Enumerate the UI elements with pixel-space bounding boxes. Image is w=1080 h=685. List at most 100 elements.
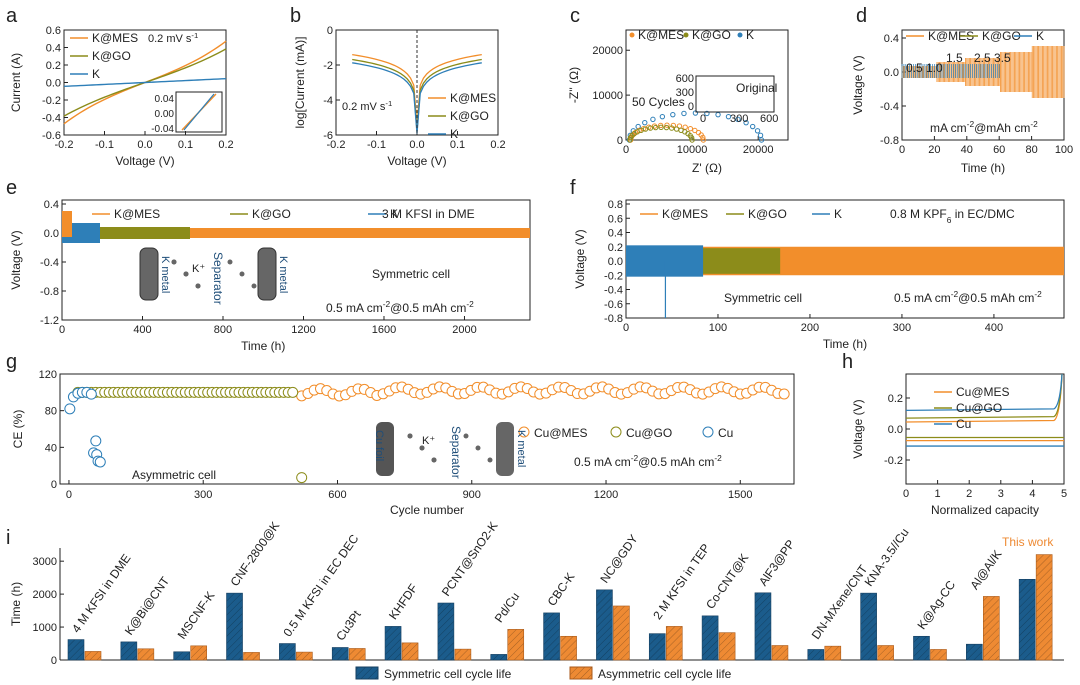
panel-e-y-tick: -0.8 — [40, 286, 59, 298]
panel-e-mes-spike — [62, 211, 72, 237]
panel-c-point — [658, 124, 664, 131]
panel-g-point — [778, 388, 790, 400]
panel-g-point — [90, 435, 102, 447]
panel-c-inset-x: 300 — [730, 113, 748, 125]
panel-f-y-tick: -0.2 — [604, 270, 623, 282]
panel-f-legend: K@MES — [662, 207, 708, 221]
panel-a-inset-label: 0.04 — [155, 94, 175, 105]
panel-f-x-tick: 0 — [623, 322, 629, 334]
panel-g-x-tick: 1500 — [728, 489, 752, 501]
panel-c-point — [664, 122, 670, 128]
panel-letter: c — [570, 5, 580, 27]
label-part: -2 — [714, 453, 722, 463]
panel-d-units: mA cm-2@mAh cm-2 — [930, 119, 1038, 135]
panel-c-point — [758, 137, 765, 143]
panel-d-x-tick: 80 — [1025, 144, 1037, 156]
panel-h-x-tick: 4 — [1029, 488, 1035, 500]
legend-marker — [610, 426, 622, 438]
panel-i-bar-asymmetric — [454, 648, 472, 661]
panel-b-scanrate: 0.2 mV s-1 — [342, 99, 392, 114]
panel-c-point — [663, 124, 670, 131]
label-part: -2 — [466, 299, 474, 309]
panel-i-bar-asymmetric — [401, 642, 419, 661]
panel-d-legend: K@GO — [982, 29, 1021, 43]
panel-d-mes-band — [965, 58, 1001, 86]
panel-i-category-label: NC@GDY — [597, 532, 640, 586]
panel-e-xlabel: Time (h) — [241, 339, 285, 353]
panel-c-inset-y: 300 — [676, 87, 694, 99]
panel-i-bar-asymmetric — [930, 649, 947, 661]
panel-letter: e — [6, 177, 17, 199]
panel-a-legend: K@GO — [92, 49, 131, 63]
panel-h-x-tick: 0 — [903, 488, 909, 500]
panel-f-y-tick: 0.8 — [608, 199, 623, 211]
label-part: 0.8 M KPF — [890, 207, 947, 221]
panel-c-point — [700, 134, 706, 141]
panel-g-y-tick: 40 — [45, 442, 57, 454]
label-part: 6 — [947, 215, 952, 225]
panel-i-bar-symmetric — [543, 612, 560, 661]
panel-a-inset-k — [183, 93, 215, 131]
panel-c-ylabel: -Z'' (Ω) — [567, 67, 581, 103]
panel-a-y-tick: 0.2 — [46, 60, 61, 72]
panel-e-electrolyte: 3 M KFSI in DME — [382, 207, 475, 221]
panel-e-frame — [61, 199, 531, 321]
panel-c-point — [725, 113, 732, 120]
panel-i-legend: Asymmetric cell cycle life — [598, 667, 732, 681]
panel-i-bar-asymmetric — [507, 629, 525, 661]
label-part: @0.5 mAh cm — [958, 291, 1034, 305]
panel-f-x-tick: 100 — [709, 322, 727, 334]
panel-c-xlabel: Z' (Ω) — [692, 161, 722, 175]
panel-d-x-tick: 60 — [993, 144, 1005, 156]
label-part: 0.5 mA cm — [574, 455, 631, 469]
panel-c-cycles: 50 Cycles — [632, 95, 685, 109]
panel-c-point — [700, 137, 707, 143]
panel-c-y-tick: 0 — [617, 135, 623, 147]
label-part: 0.2 mV s — [342, 101, 386, 113]
panel-f-legend: K — [834, 207, 842, 221]
panel-c-x-tick: 20000 — [743, 144, 774, 156]
panel-f-xlabel: Time (h) — [823, 337, 867, 351]
panel-e-ylabel: Voltage (V) — [9, 230, 23, 289]
panel-e-ion-dot — [183, 271, 189, 277]
panel-h-xlabel: Normalized capacity — [931, 503, 1039, 517]
panel-g-ion-dot — [475, 445, 481, 451]
panel-c-point — [754, 128, 761, 134]
panel-g-point — [287, 386, 299, 398]
legend-swatch — [355, 666, 379, 680]
panel-e-y-tick: 0.0 — [44, 228, 59, 240]
panel-a-y-tick: 0.0 — [46, 78, 61, 90]
panel-a-y-tick: -0.4 — [42, 113, 61, 125]
panel-i-bar-asymmetric — [718, 632, 736, 661]
panel-g-y-tick: 80 — [45, 406, 57, 418]
panel-d-y-tick: -0.8 — [880, 135, 899, 147]
panel-e-ion-dot — [171, 259, 177, 265]
label-part: -2 — [631, 453, 639, 463]
label-part: -2 — [967, 119, 975, 129]
label-part: mA cm — [930, 121, 967, 135]
panel-i-y-tick: 0 — [51, 655, 57, 667]
panel-c-frame — [625, 29, 789, 141]
panel-d-ylabel: Voltage (V) — [851, 55, 865, 114]
panel-c-point — [704, 110, 710, 117]
panel-c-legend: K — [746, 28, 754, 42]
panel-a-y-tick: 0.6 — [46, 25, 61, 37]
panel-f-y-tick: -0.6 — [604, 299, 623, 311]
panel-i-bar-symmetric — [67, 639, 85, 661]
panel-d-x-tick: 40 — [961, 144, 973, 156]
panel-a-ylabel: Current (A) — [9, 53, 23, 112]
panel-g-point — [85, 388, 97, 400]
panel-i-category-label: Al@Al/K — [967, 547, 1004, 592]
panel-i-category-label: K@Bi@CNT — [122, 574, 173, 638]
panel-i-category-label: KNA-3.5//Cu — [862, 526, 912, 589]
panel-c-inset-title: Original — [736, 81, 777, 95]
panel-h-legend: Cu — [956, 417, 971, 431]
panel-e-ion-dot — [251, 283, 257, 289]
panel-i-category-label: 4 M KFSI in DME — [69, 551, 134, 635]
label-part: -2 — [1030, 119, 1038, 129]
panel-i-ylabel: Time (h) — [9, 582, 23, 626]
panel-e-ion: K⁺ — [192, 263, 205, 275]
panel-i-category-label: CNF-2800@K — [228, 519, 283, 589]
panel-e-x-tick: 1200 — [291, 324, 315, 336]
panel-g-y-tick: 0 — [51, 479, 57, 491]
